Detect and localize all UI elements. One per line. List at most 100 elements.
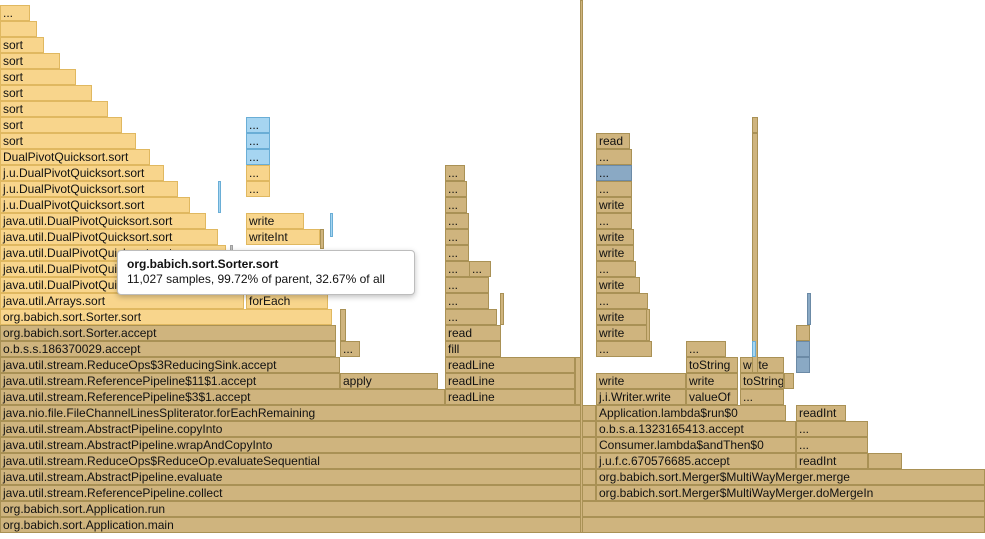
flame-frame[interactable]: toString [686,357,738,373]
flame-frame[interactable]: ... [596,261,636,277]
flame-frame[interactable]: java.util.stream.ReferencePipeline$3$1.a… [0,389,445,405]
flame-frame[interactable]: valueOf [686,389,738,405]
flame-frame[interactable]: org.babich.sort.Application.main [0,517,985,533]
flame-frame[interactable]: write [596,277,640,293]
flame-frame[interactable]: ... [445,213,469,229]
flame-frame[interactable]: writeInt [246,229,320,245]
flame-frame[interactable]: write [686,373,738,389]
flame-frame[interactable]: ... [596,165,632,181]
flame-frame[interactable]: java.util.stream.AbstractPipeline.wrapAn… [0,437,596,453]
flame-frame[interactable]: j.u.DualPivotQuicksort.sort [0,197,190,213]
flame-frame[interactable]: sort [0,101,108,117]
flame-frame[interactable]: java.util.stream.AbstractPipeline.copyIn… [0,421,596,437]
flame-frame[interactable]: forEach [246,293,328,309]
flame-frame[interactable]: java.util.stream.ReferencePipeline$11$1.… [0,373,340,389]
flame-frame[interactable]: ... [445,181,467,197]
flame-frame[interactable] [796,325,810,341]
flame-frame[interactable]: org.babich.sort.Merger$MultiWayMerger.me… [596,469,985,485]
flame-frame[interactable]: write [596,245,634,261]
flame-frame[interactable]: readLine [445,373,575,389]
flame-frame[interactable]: sort [0,53,60,69]
flame-frame[interactable] [330,213,333,237]
flame-frame[interactable]: write [740,357,784,373]
flame-frame[interactable]: readLine [445,389,575,405]
flame-frame[interactable]: ... [445,245,469,261]
flame-frame[interactable]: write [596,325,650,341]
flame-frame[interactable]: org.babich.sort.Merger$MultiWayMerger.do… [596,485,985,501]
flame-frame[interactable] [752,133,758,373]
flame-frame[interactable] [796,357,810,373]
flame-frame[interactable]: sort [0,37,44,53]
flame-frame[interactable] [868,453,902,469]
flame-frame[interactable] [500,293,504,325]
flame-frame[interactable]: ... [246,133,270,149]
flame-frame[interactable]: write [596,373,686,389]
flame-frame[interactable]: write [596,197,632,213]
flame-frame[interactable] [580,0,583,533]
flame-frame[interactable]: ... [596,293,648,309]
flame-frame[interactable] [575,357,581,405]
flame-frame[interactable]: read [596,133,630,149]
flame-frame[interactable]: fill [445,341,501,357]
flame-frame[interactable]: ... [596,341,652,357]
flame-frame[interactable]: java.util.stream.ReduceOps$3ReducingSink… [0,357,340,373]
flame-frame[interactable]: ... [340,341,360,357]
flame-frame[interactable]: ... [596,181,632,197]
flame-frame[interactable]: Application.lambda$run$0 [596,405,786,421]
flame-frame[interactable]: org.babich.sort.Application.run [0,501,985,517]
flame-frame[interactable]: DualPivotQuicksort.sort [0,149,150,165]
flame-frame[interactable]: org.babich.sort.Sorter.accept [0,325,336,341]
flame-frame[interactable] [752,341,756,357]
flame-frame[interactable]: j.u.DualPivotQuicksort.sort [0,165,164,181]
flame-frame[interactable]: readInt [796,453,868,469]
flame-frame[interactable]: sort [0,117,122,133]
flame-frame[interactable]: ... [246,181,270,197]
flame-frame[interactable]: write [246,213,304,229]
flame-frame[interactable]: apply [340,373,438,389]
flame-frame[interactable] [0,21,37,37]
flame-frame[interactable]: j.u.DualPivotQuicksort.sort [0,181,178,197]
flame-frame[interactable]: ... [686,341,726,357]
flame-frame[interactable]: ... [0,5,30,21]
flame-frame[interactable] [320,229,324,249]
flame-frame[interactable]: ... [445,309,497,325]
flame-frame[interactable]: ... [796,437,868,453]
flame-frame[interactable]: Consumer.lambda$andThen$0 [596,437,796,453]
flame-frame[interactable]: o.b.s.s.186370029.accept [0,341,336,357]
flame-frame[interactable]: java.nio.file.FileChannelLinesSpliterato… [0,405,596,421]
flame-frame[interactable]: readLine [445,357,575,373]
flame-frame[interactable]: ... [469,261,491,277]
flame-frame[interactable] [784,373,794,389]
flame-frame[interactable]: java.util.DualPivotQuicksort.sort [0,213,206,229]
flame-frame[interactable]: j.u.f.c.670576685.accept [596,453,796,469]
flame-frame[interactable]: java.util.DualPivotQuicksort.sort [0,229,218,245]
flame-frame[interactable]: readInt [796,405,846,421]
flame-frame[interactable]: java.util.stream.ReferencePipeline.colle… [0,485,596,501]
flame-frame[interactable]: ... [445,293,489,309]
flame-frame[interactable]: write [596,309,648,325]
flame-frame[interactable]: ... [445,197,467,213]
flame-frame[interactable] [807,293,811,325]
flame-frame[interactable]: java.util.stream.ReduceOps$ReduceOp.eval… [0,453,596,469]
flame-frame[interactable]: toString [740,373,784,389]
flame-frame[interactable]: ... [246,117,270,133]
flame-frame[interactable]: o.b.s.a.1323165413.accept [596,421,796,437]
flame-frame[interactable]: ... [596,213,632,229]
flame-frame[interactable]: ... [445,277,489,293]
flame-frame[interactable]: java.util.stream.AbstractPipeline.evalua… [0,469,596,485]
flame-frame[interactable]: sort [0,85,92,101]
flame-frame[interactable]: ... [246,149,270,165]
flame-frame[interactable] [340,309,346,341]
flame-frame[interactable]: ... [740,389,784,405]
flame-frame[interactable]: ... [796,421,868,437]
flame-frame[interactable] [752,117,758,133]
flame-frame[interactable] [796,341,810,357]
flame-frame[interactable]: sort [0,69,76,85]
flame-frame[interactable] [218,181,221,213]
flame-frame[interactable]: sort [0,133,136,149]
flame-frame[interactable]: ... [445,229,469,245]
flame-frame[interactable]: ... [445,165,465,181]
flame-frame[interactable] [646,309,650,341]
flame-frame[interactable]: write [596,229,634,245]
flame-frame[interactable]: read [445,325,501,341]
